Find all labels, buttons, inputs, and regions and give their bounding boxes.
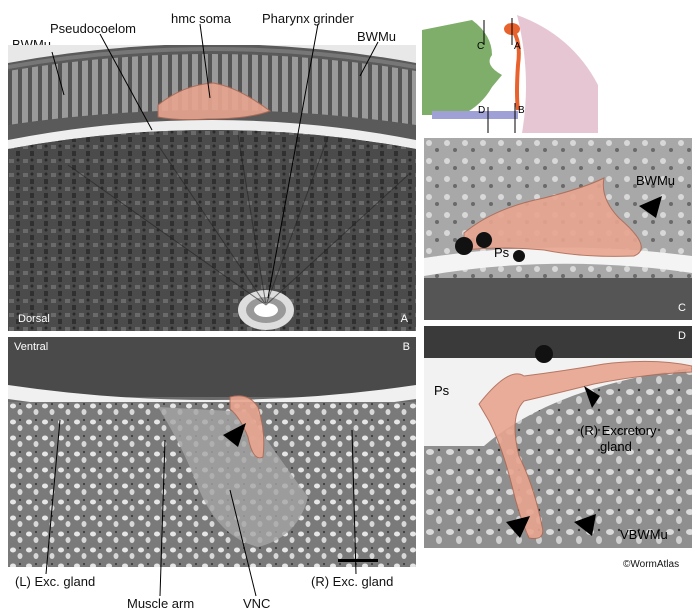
panel-c-image (424, 138, 692, 320)
schematic-label-b: B (518, 105, 525, 116)
panel-c-ps-label: Ps (494, 245, 510, 260)
hmc-cell-c (463, 177, 642, 257)
arrowhead-b (223, 423, 246, 447)
label-pharynx-grinder: Pharynx grinder (262, 11, 354, 26)
arrowhead-d-3 (584, 386, 600, 408)
panel-b-letter: B (402, 341, 410, 353)
credit: ©WormAtlas (623, 559, 680, 570)
panel-d-exc-label-2: gland (600, 439, 632, 454)
label-vnc: VNC (243, 596, 271, 611)
schematic-image: C A D B (422, 15, 598, 133)
panel-a-letter: A (400, 313, 408, 325)
panel-d-vbwmu-label: VBWMu (620, 527, 668, 542)
label-hmc-soma: hmc soma (171, 11, 231, 26)
panel-b-side-label: Ventral (14, 341, 49, 353)
arrowhead-c (639, 196, 662, 218)
panel-a-micrograph: Dorsal A (8, 45, 416, 331)
panel-b-image (8, 337, 416, 567)
label-bwmu-right: BWMu (357, 29, 396, 44)
panel-c-bwmu-label: BWMu (636, 173, 675, 188)
panel-d-micrograph: Ps (R) Excretory gland VBWMu D (424, 326, 692, 548)
label-pseudocoelom: Pseudocoelom (50, 21, 136, 36)
schematic-label-d: D (478, 105, 485, 116)
schematic-label-c: C (477, 41, 484, 52)
panel-a-side-label: Dorsal (18, 313, 50, 325)
panel-c-letter: C (678, 302, 686, 314)
label-muscle-arm: Muscle arm (127, 596, 195, 611)
panel-a-image (8, 45, 416, 331)
arrowhead-d-2 (574, 514, 596, 536)
arrowhead-d-1 (506, 516, 530, 538)
panel-d-image (424, 326, 692, 548)
label-l-exc-gland: (L) Exc. gland (15, 574, 96, 589)
panel-d-letter: D (678, 330, 686, 342)
label-r-exc-gland: (R) Exc. gland (311, 574, 394, 589)
panel-b-micrograph: Ventral B (8, 337, 416, 567)
schematic-panel: C A D B (422, 15, 598, 133)
schematic-label-a: A (514, 41, 521, 52)
pharynx-grinder-shape (238, 290, 294, 330)
panel-d-ps-label: Ps (434, 383, 450, 398)
panel-c-micrograph: Ps BWMu C (424, 138, 692, 320)
panel-d-exc-label-1: (R) Excretory (580, 423, 657, 438)
hmc-process-b (229, 395, 265, 459)
